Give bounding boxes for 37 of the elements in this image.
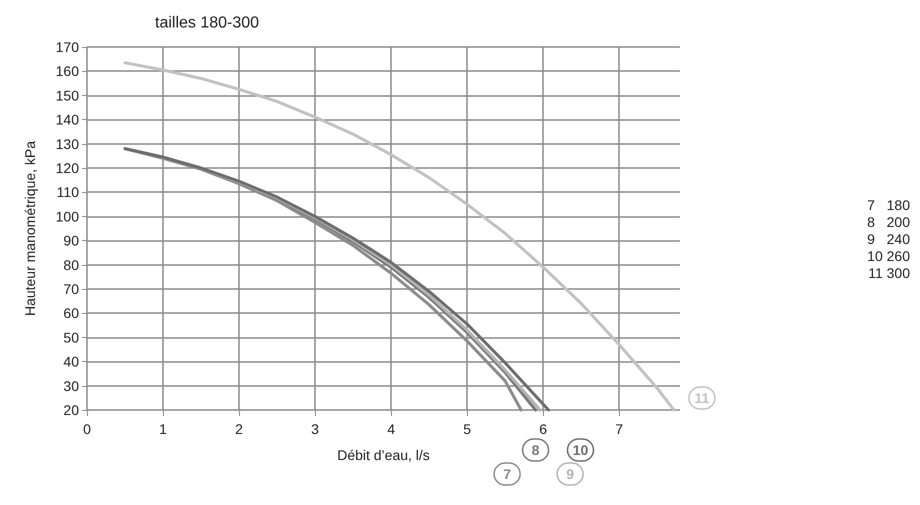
y-tick-label: 90 [63,232,80,249]
y-tick-label: 120 [56,160,80,176]
y-tick-label: 60 [63,305,80,322]
text: 9 [566,466,574,482]
y-tick-label: 50 [63,329,80,346]
x-axis-title: Débit d’eau, l/s [337,447,430,463]
x-tick-label: 1 [159,421,168,437]
legend-label: 10 [572,442,588,458]
text: 8 [532,442,540,458]
text: 7 180 [867,197,910,213]
text: 11 300 [868,265,910,281]
x-tick-label: 7 [615,421,624,437]
series-label: 11 [694,390,710,406]
y-tick-label: 110 [56,184,80,200]
x-tick-label: 5 [463,421,472,437]
x-tick-label: 6 [539,421,548,437]
y-tick-label: 80 [63,256,80,273]
x-tick-label: 0 [83,421,92,437]
y-tick-label: 130 [56,136,80,152]
y-tick-label: 170 [56,39,80,55]
text: 9 240 [867,231,910,247]
y-tick-label: 140 [56,112,80,128]
text: 7 [503,466,512,482]
y-tick-label: 160 [56,63,80,80]
text: 10 260 [867,248,910,264]
y-tick-label: 40 [63,354,80,370]
y-axis-title: Hauteur manométrique, kPa [22,140,38,316]
chart-title: tailles 180-300 [155,14,260,32]
y-tick-label: 70 [63,281,80,297]
x-tick-label: 4 [387,421,396,437]
y-tick-label: 100 [56,208,80,224]
x-tick-label: 2 [235,421,244,437]
x-tick-label: 3 [311,421,320,437]
y-tick-label: 150 [56,87,80,104]
text: 8 200 [867,214,910,230]
y-tick-label: 20 [63,402,80,418]
y-tick-label: 30 [63,378,80,394]
